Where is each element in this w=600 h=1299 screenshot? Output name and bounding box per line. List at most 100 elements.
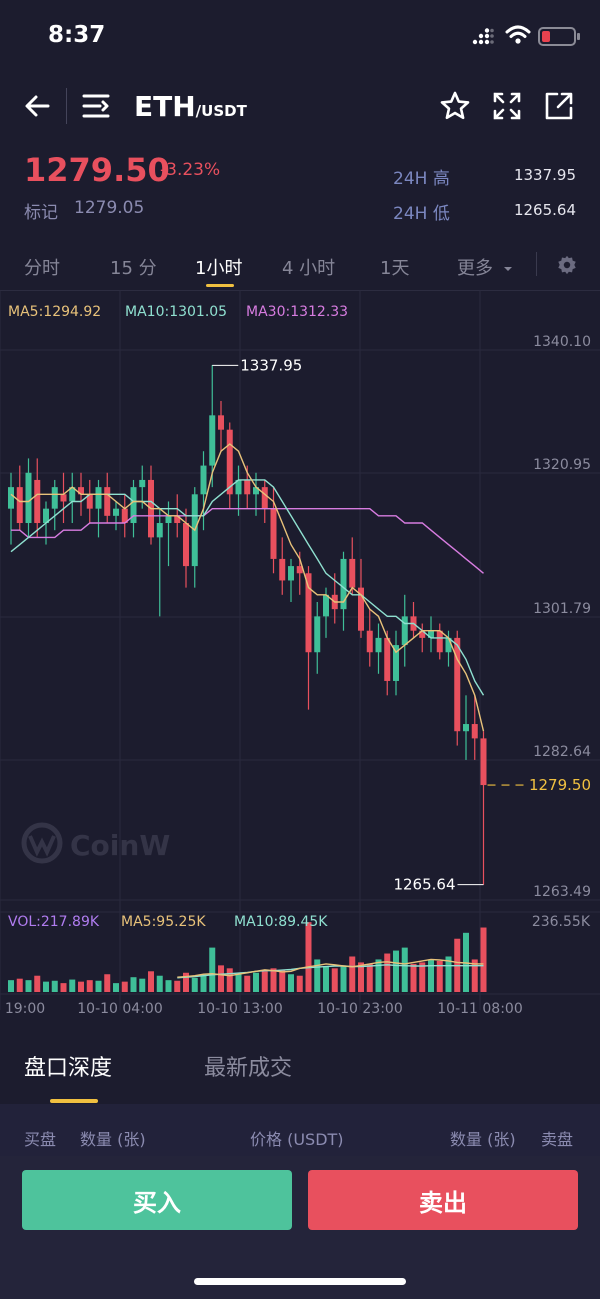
volume-bar <box>16 978 23 992</box>
volume-bar <box>445 956 452 992</box>
tab-timeframe-4h[interactable]: 4 小时 <box>282 258 336 279</box>
trading-pair-title[interactable]: ETH/USDT <box>134 90 247 123</box>
volume-bar <box>148 971 154 992</box>
candle-body <box>113 508 119 516</box>
ma10-line <box>10 479 485 696</box>
volume-bar <box>261 971 268 992</box>
price-axis-label: 1282.64 <box>533 744 591 760</box>
col-price-label: 价格 (USDT) <box>250 1130 344 1149</box>
time-axis-label: 10-10 23:00 <box>317 1001 402 1017</box>
candle-body <box>121 508 128 524</box>
coinw-logo-icon <box>21 822 63 864</box>
volume-bar <box>253 972 259 992</box>
header-divider <box>66 88 67 124</box>
tab-latest-trades[interactable]: 最新成交 <box>204 1056 293 1081</box>
candlestick-chart[interactable]: CoinW 1340.10 1320.95 1301.79 1282.64 1263.4… <box>0 290 600 1022</box>
moving-average-lines <box>10 443 485 732</box>
price-axis-label: 1320.95 <box>533 457 591 473</box>
candle-body <box>174 515 181 524</box>
candle-body <box>428 630 434 638</box>
buy-button[interactable]: 买入 <box>22 1170 292 1230</box>
candle-body <box>463 724 469 732</box>
mark-price-value: 1279.05 <box>74 198 145 218</box>
candle-body <box>156 523 163 538</box>
col-qty-right-label: 数量 (张) <box>450 1130 516 1149</box>
ma10-legend: MA10:1301.05 <box>125 304 228 320</box>
volume-bar <box>86 980 93 992</box>
candle-body <box>218 415 224 430</box>
high-24h-label: 24H 高 <box>393 169 450 189</box>
vol-axis-max: 236.55K <box>531 914 590 930</box>
tab-order-book-depth[interactable]: 盘口深度 <box>24 1056 113 1081</box>
home-indicator <box>194 1278 406 1285</box>
volume-bar <box>121 981 128 992</box>
chart-top-border <box>0 290 600 291</box>
tab-timeframe-15m[interactable]: 15 分 <box>110 258 157 279</box>
price-axis-label: 1340.10 <box>533 334 591 350</box>
volume-bar <box>51 980 58 992</box>
candle-body <box>340 558 347 610</box>
axis-labels: 1340.10 1320.95 1301.79 1282.64 1263.49 19:00… <box>5 334 591 1017</box>
time-axis-label: 10-11 08:00 <box>437 1001 522 1017</box>
volume-bar <box>471 959 478 992</box>
volume-bar <box>226 968 233 992</box>
share-icon[interactable] <box>543 90 575 122</box>
candle-body <box>200 465 207 495</box>
ma30-line <box>11 507 484 574</box>
watermark-text: CoinW <box>70 829 170 862</box>
order-book-header <box>0 1104 600 1156</box>
candle-body <box>393 645 399 681</box>
volume-bar <box>480 927 487 992</box>
candle-body <box>130 487 137 524</box>
volume-bar <box>314 959 321 992</box>
candle-body <box>270 508 277 559</box>
vol-ma10-line <box>177 964 484 979</box>
low-24h-value: 1265.64 <box>513 201 576 219</box>
tab-timeframe-line[interactable]: 分时 <box>24 258 60 279</box>
candle-body <box>104 487 111 516</box>
volume-bar <box>349 956 356 992</box>
tabs-divider <box>536 252 537 276</box>
candle-body <box>139 479 146 488</box>
volume-bar <box>165 980 172 992</box>
time-axis-label: 19:00 <box>5 1001 45 1017</box>
candle-body <box>445 637 452 653</box>
tab-timeframe-more[interactable]: 更多 <box>457 254 513 280</box>
volume-bar <box>8 980 14 992</box>
candle-body <box>358 587 364 631</box>
candle-body <box>288 566 294 581</box>
volume-bar <box>25 980 32 992</box>
candle-body <box>43 508 49 524</box>
time-axis-label: 10-10 13:00 <box>197 1001 282 1017</box>
back-arrow-icon[interactable] <box>22 90 54 122</box>
col-qty-left-label: 数量 (张) <box>80 1130 146 1149</box>
menu-icon[interactable] <box>80 90 112 122</box>
volume-bars <box>8 922 487 992</box>
col-ask-label: 卖盘 <box>541 1130 574 1149</box>
volume-bar <box>305 922 312 992</box>
volume-bar <box>43 981 49 992</box>
volume-bar <box>139 978 146 992</box>
pair-base: ETH <box>134 90 196 123</box>
candle-body <box>86 494 93 509</box>
volume-bar <box>235 974 242 992</box>
candle-body <box>261 487 268 509</box>
ma5-line <box>10 443 485 732</box>
fullscreen-icon[interactable] <box>491 90 523 122</box>
vol-ma5-legend: MA5:95.25K <box>121 914 206 930</box>
tab-timeframe-1d[interactable]: 1天 <box>380 258 410 279</box>
candle-body <box>244 479 251 495</box>
wifi-icon <box>505 25 531 44</box>
candle-body <box>366 630 373 653</box>
last-price: 1279.50 <box>24 151 170 189</box>
volume-bar <box>270 968 277 992</box>
star-icon[interactable] <box>439 90 471 122</box>
sell-button[interactable]: 卖出 <box>308 1170 578 1230</box>
gear-icon[interactable] <box>556 254 578 276</box>
candle-body <box>401 616 408 646</box>
volume-bar <box>384 953 391 992</box>
candle-body <box>25 472 32 524</box>
candle-body <box>95 487 102 509</box>
tab-timeframe-1h[interactable]: 1小时 <box>195 258 243 279</box>
candle-body <box>314 616 321 653</box>
